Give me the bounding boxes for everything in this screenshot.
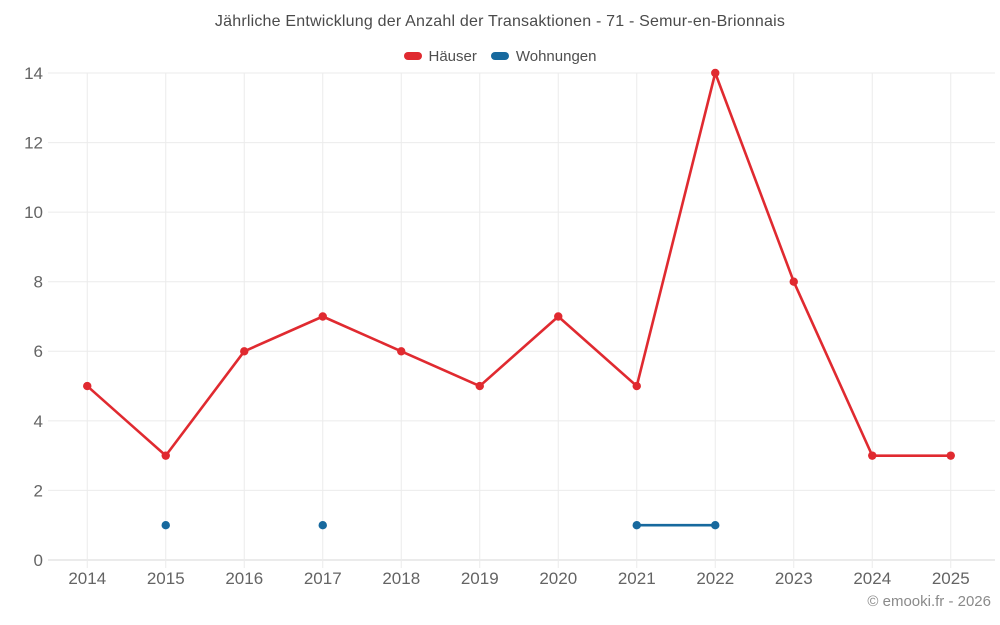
series-line-h-user [635, 71, 717, 388]
series-line-h-user [478, 315, 560, 388]
series-line-h-user [85, 384, 168, 457]
x-tick-label: 2014 [68, 569, 106, 588]
series-line-h-user [242, 315, 325, 353]
data-point-h-user-2014 [83, 381, 92, 391]
x-tick-label: 2024 [853, 569, 891, 588]
legend-item-hauser[interactable]: Häuser [403, 47, 477, 65]
data-point-h-user-2021 [632, 381, 641, 391]
series-line-h-user [399, 349, 482, 388]
data-point-h-user-2025 [946, 451, 955, 460]
x-tick-label: 2021 [618, 569, 656, 588]
x-tick-label: 2023 [775, 569, 813, 588]
data-point-wohnungen-2017 [318, 521, 327, 530]
data-point-wohnungen-2015 [161, 521, 170, 530]
series-line-h-user [792, 280, 874, 457]
y-tick-label: 0 [34, 551, 43, 570]
data-point-h-user-2018 [397, 347, 406, 356]
data-point-h-user-2019 [475, 381, 484, 391]
data-point-h-user-2017 [318, 312, 327, 321]
x-tick-label: 2020 [539, 569, 577, 588]
x-tick-label: 2018 [382, 569, 420, 588]
legend-label-hauser: Häuser [428, 47, 477, 65]
data-point-h-user-2024 [868, 451, 877, 460]
series-line-h-user [321, 315, 403, 353]
data-point-h-user-2020 [554, 312, 563, 321]
data-point-wohnungen-2022 [711, 521, 720, 530]
x-tick-label: 2016 [225, 569, 263, 588]
data-point-h-user-2023 [789, 277, 798, 286]
x-tick-label: 2022 [696, 569, 734, 588]
y-tick-label: 2 [34, 481, 43, 500]
y-tick-label: 14 [24, 64, 43, 83]
legend-swatch-hauser-icon [403, 52, 422, 60]
data-point-wohnungen-2021 [632, 521, 641, 530]
data-point-h-user-2022 [711, 68, 720, 78]
series-line-h-user [164, 349, 246, 457]
y-tick-label: 10 [24, 203, 43, 222]
legend-label-wohnungen: Wohnungen [515, 47, 597, 65]
x-tick-label: 2019 [461, 569, 499, 588]
legend: Häuser Wohnungen [0, 45, 1000, 67]
y-tick-label: 12 [24, 134, 43, 153]
y-tick-label: 4 [34, 412, 43, 431]
x-tick-label: 2015 [147, 569, 185, 588]
data-point-h-user-2015 [161, 451, 170, 460]
x-tick-label: 2017 [304, 569, 342, 588]
x-tick-label: 2025 [932, 569, 970, 588]
chart-title: Jährliche Entwicklung der Anzahl der Tra… [214, 13, 786, 30]
series-line-h-user [713, 71, 796, 284]
legend-item-wohnungen[interactable]: Wohnungen [490, 47, 597, 65]
data-point-h-user-2016 [240, 347, 249, 356]
copyright-credit: © emooki.fr - 2026 [867, 593, 991, 610]
series-line-h-user [556, 315, 639, 388]
y-tick-label: 8 [34, 273, 43, 292]
legend-swatch-wohnungen-icon [490, 52, 509, 60]
y-tick-label: 6 [34, 342, 43, 361]
